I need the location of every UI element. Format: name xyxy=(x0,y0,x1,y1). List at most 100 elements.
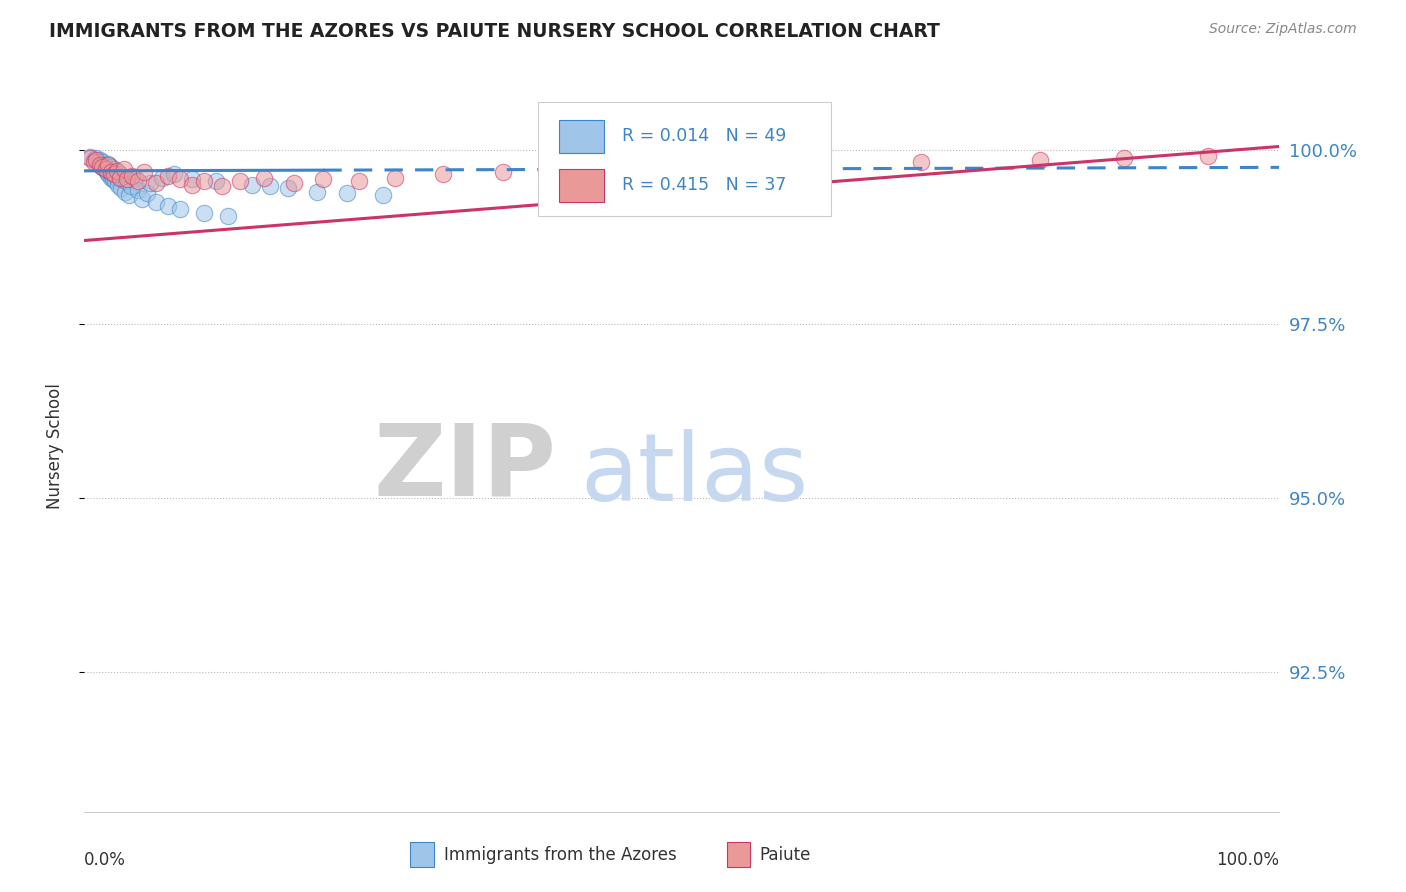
Point xyxy=(336,186,359,201)
Point xyxy=(259,179,281,194)
Point xyxy=(127,183,149,197)
Point xyxy=(97,157,120,171)
Point xyxy=(110,181,132,195)
Point xyxy=(139,177,162,191)
Point xyxy=(121,169,143,184)
Point xyxy=(110,170,132,185)
Point xyxy=(105,170,128,185)
Point xyxy=(83,153,105,168)
Point xyxy=(97,158,120,172)
Point xyxy=(132,165,156,179)
Text: Paiute: Paiute xyxy=(759,846,811,863)
Point xyxy=(193,205,215,219)
Point xyxy=(169,202,191,216)
Point xyxy=(100,161,122,175)
Point xyxy=(163,167,186,181)
Point xyxy=(1197,148,1219,162)
Point xyxy=(107,178,129,192)
Point xyxy=(312,172,335,186)
Point xyxy=(551,162,574,177)
Point xyxy=(117,172,139,186)
FancyBboxPatch shape xyxy=(558,169,605,202)
Point xyxy=(110,167,132,181)
Point xyxy=(373,188,395,202)
Point xyxy=(89,153,111,168)
Point xyxy=(96,165,118,179)
Point xyxy=(211,179,233,194)
Point xyxy=(181,172,204,186)
Point xyxy=(103,162,125,177)
Point xyxy=(86,153,108,168)
Point xyxy=(150,170,173,185)
Point xyxy=(1029,153,1052,168)
Point xyxy=(87,157,110,171)
Point xyxy=(135,186,157,201)
Text: ZIP: ZIP xyxy=(374,419,557,516)
Point xyxy=(89,158,111,172)
Point xyxy=(253,170,276,185)
FancyBboxPatch shape xyxy=(558,120,605,153)
Point xyxy=(131,192,153,206)
Point xyxy=(105,164,128,178)
Point xyxy=(124,170,146,185)
Point xyxy=(217,209,239,223)
Point xyxy=(86,151,108,165)
Point xyxy=(145,195,167,210)
Point xyxy=(79,150,101,164)
Point xyxy=(229,174,252,188)
Point xyxy=(910,155,932,169)
Point xyxy=(104,174,127,188)
Point xyxy=(169,172,191,186)
Text: R = 0.415   N = 37: R = 0.415 N = 37 xyxy=(623,176,786,194)
Point xyxy=(157,169,180,184)
Point xyxy=(111,172,134,186)
Point xyxy=(193,174,215,188)
Point xyxy=(94,160,117,174)
Point xyxy=(790,158,813,172)
Text: Source: ZipAtlas.com: Source: ZipAtlas.com xyxy=(1209,22,1357,37)
Point xyxy=(97,167,120,181)
Point xyxy=(157,199,180,213)
Text: R = 0.014   N = 49: R = 0.014 N = 49 xyxy=(623,128,786,145)
Point xyxy=(94,162,117,177)
Point xyxy=(114,185,136,199)
Point xyxy=(91,161,114,175)
Point xyxy=(120,179,142,194)
FancyBboxPatch shape xyxy=(538,103,831,216)
Point xyxy=(91,155,114,169)
Point xyxy=(671,161,693,175)
Point xyxy=(103,167,125,181)
Text: IMMIGRANTS FROM THE AZORES VS PAIUTE NURSERY SCHOOL CORRELATION CHART: IMMIGRANTS FROM THE AZORES VS PAIUTE NUR… xyxy=(49,22,941,41)
Point xyxy=(181,178,204,192)
Point xyxy=(100,165,122,179)
Point xyxy=(79,151,101,165)
Y-axis label: Nursery School: Nursery School xyxy=(45,383,63,509)
Point xyxy=(115,174,138,188)
Point xyxy=(93,158,115,172)
Point xyxy=(283,177,305,191)
Point xyxy=(98,164,121,178)
Point xyxy=(277,181,299,195)
Text: atlas: atlas xyxy=(581,429,808,521)
Point xyxy=(101,172,124,186)
Point xyxy=(127,174,149,188)
Point xyxy=(101,169,124,183)
Point xyxy=(145,177,167,191)
Point xyxy=(432,167,454,181)
Point xyxy=(349,174,371,188)
Point xyxy=(100,170,122,185)
Point xyxy=(117,188,139,202)
Point xyxy=(83,155,105,169)
Text: 0.0%: 0.0% xyxy=(84,851,127,869)
Point xyxy=(93,162,115,177)
Point xyxy=(91,161,114,175)
Point xyxy=(240,178,263,192)
Text: 100.0%: 100.0% xyxy=(1216,851,1279,869)
Text: Immigrants from the Azores: Immigrants from the Azores xyxy=(444,846,678,863)
Point xyxy=(384,170,406,185)
Point xyxy=(112,162,135,177)
Point xyxy=(205,174,228,188)
Point xyxy=(492,165,515,179)
Point xyxy=(1114,151,1136,165)
Point xyxy=(307,185,329,199)
